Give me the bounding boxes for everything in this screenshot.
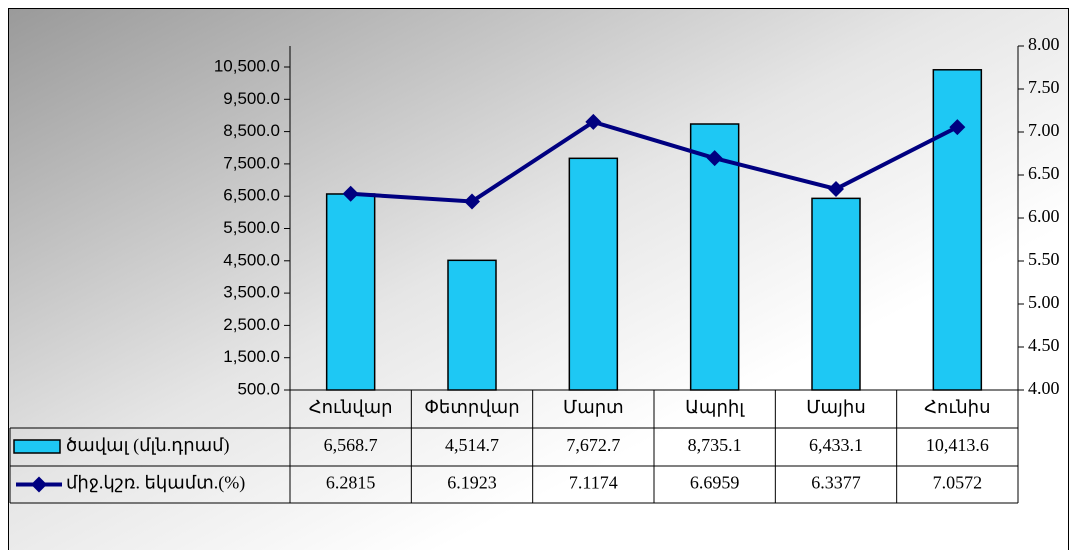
legend-label: միջ.կշռ. եկամտ.(%) [66, 473, 245, 494]
y2-tick-label: 5.50 [1028, 249, 1060, 269]
bar [932, 69, 983, 391]
data-label: 7.0572 [933, 473, 983, 493]
x-tick-label: Հունիս [924, 397, 990, 417]
data-label: 6.1923 [447, 473, 497, 493]
y2-tick-label: 8.00 [1028, 34, 1060, 54]
x-tick-label: Մայիս [806, 397, 865, 417]
y-tick-label: 6,500.0 [223, 186, 280, 205]
line-marker [706, 150, 723, 167]
data-label: 6,433.1 [809, 435, 863, 455]
x-tick-label: Ապրիլ [685, 397, 745, 417]
line-marker [949, 119, 966, 136]
y-tick-label: 5,500.0 [223, 218, 280, 237]
y2-tick-label: 7.50 [1028, 77, 1060, 97]
y-tick-label: 9,500.0 [223, 89, 280, 108]
y-tick-label: 1,500.0 [223, 347, 280, 366]
data-label: 7,672.7 [566, 435, 620, 455]
data-label: 8,735.1 [688, 435, 742, 455]
legend-label: ծավալ (մլն.դրամ) [66, 435, 230, 456]
x-tick-label: Հունվար [309, 397, 393, 417]
line-marker [585, 113, 602, 130]
legend-key [31, 476, 47, 493]
line-marker [828, 180, 844, 197]
data-label: 6.3377 [811, 473, 861, 493]
chart-background [8, 8, 1069, 550]
bar [447, 259, 497, 391]
bar [568, 157, 619, 391]
bar [325, 193, 376, 391]
line-marker [464, 193, 480, 210]
line-marker [342, 185, 359, 202]
y-tick-label: 7,500.0 [223, 153, 280, 172]
y-tick-label: 4,500.0 [223, 250, 280, 269]
bar [811, 197, 861, 391]
y-tick-label: 500.0 [237, 379, 280, 398]
y-tick-label: 2,500.0 [223, 315, 280, 334]
y2-tick-label: 6.50 [1028, 163, 1060, 183]
data-label: 6,568.7 [324, 435, 378, 455]
y2-tick-label: 4.00 [1028, 378, 1060, 398]
y-tick-label: 10,500.0 [214, 56, 280, 75]
y-tick-label: 3,500.0 [223, 283, 280, 302]
y2-tick-label: 6.00 [1028, 206, 1060, 226]
data-label: 7.1174 [569, 473, 618, 493]
data-label: 4,514.7 [445, 435, 499, 455]
line [350, 119, 959, 204]
y2-tick-label: 5.00 [1028, 292, 1060, 312]
x-tick-label: Փետրվար [424, 397, 519, 417]
data-label: 10,413.6 [926, 435, 989, 455]
data-label: 6.2815 [326, 473, 376, 493]
data-label: 6.6959 [690, 473, 740, 493]
y2-tick-label: 7.00 [1028, 120, 1060, 140]
legend-key [13, 439, 61, 454]
y2-tick-label: 4.50 [1028, 335, 1060, 355]
x-tick-label: Մարտ [563, 397, 624, 417]
y-tick-label: 8,500.0 [223, 121, 280, 140]
